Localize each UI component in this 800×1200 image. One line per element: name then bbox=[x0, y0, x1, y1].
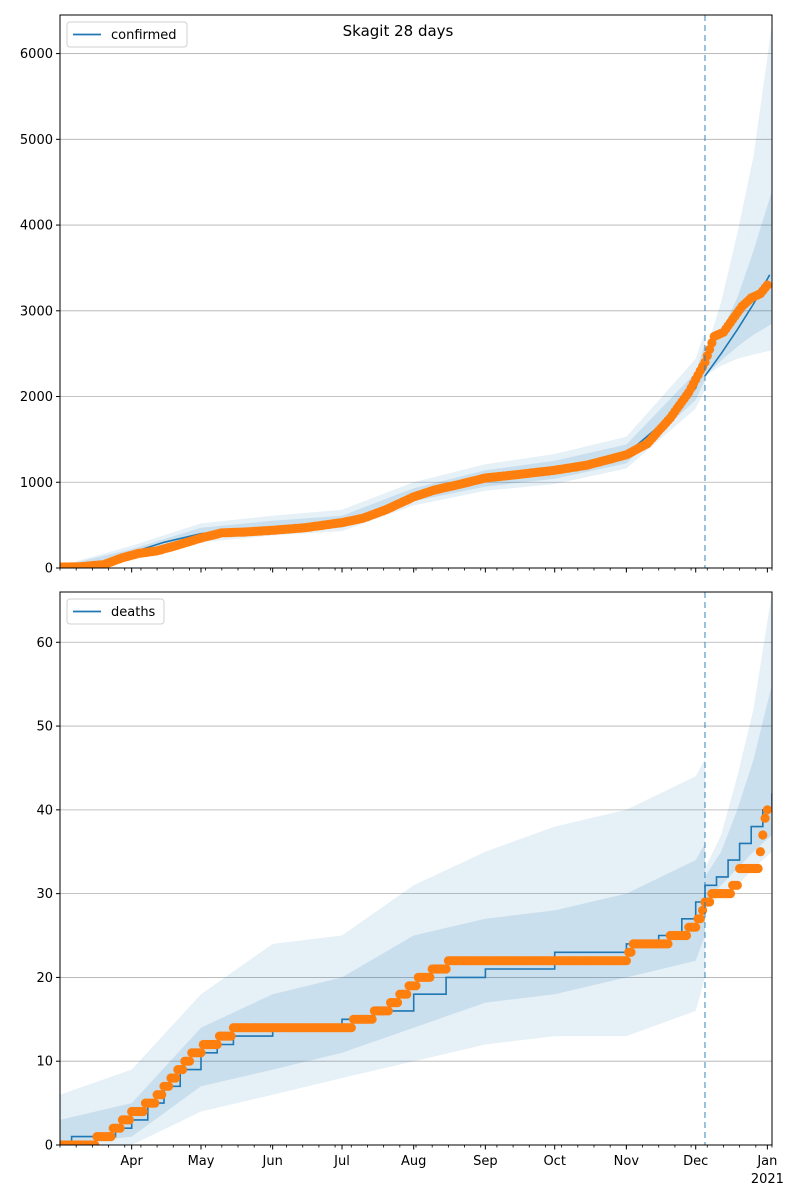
data-point bbox=[164, 1081, 174, 1091]
data-point bbox=[732, 880, 742, 890]
data-point bbox=[725, 889, 736, 899]
x-tick-label: Jan bbox=[756, 1154, 777, 1169]
x-tick-label: Aug bbox=[401, 1154, 426, 1169]
band-outer bbox=[705, 23, 772, 376]
y-tick-label: 60 bbox=[36, 636, 53, 651]
legend-label: deaths bbox=[111, 605, 156, 620]
legend-label: confirmed bbox=[111, 28, 177, 43]
data-point bbox=[392, 998, 403, 1008]
data-point bbox=[681, 930, 692, 941]
plot-area bbox=[60, 592, 772, 1145]
data-point bbox=[698, 905, 708, 916]
x-tick-label: May bbox=[188, 1154, 215, 1169]
data-point bbox=[177, 1065, 188, 1075]
chart-title: Skagit 28 days bbox=[343, 22, 454, 40]
data-point bbox=[157, 1090, 167, 1100]
y-tick-label: 0 bbox=[45, 1139, 53, 1154]
deaths-panel: 0 10 20 30 40 50 60 Apr May Jun Jul Aug Sep Oct Nov Dec… bbox=[36, 591, 784, 1187]
data-point bbox=[115, 1123, 125, 1133]
data-point bbox=[705, 897, 715, 907]
data-point bbox=[150, 1098, 160, 1108]
y-tick-label: 5000 bbox=[20, 133, 53, 148]
band-outer bbox=[60, 759, 705, 1145]
band-inner bbox=[705, 684, 772, 902]
legend-box bbox=[66, 598, 165, 625]
data-point bbox=[383, 1006, 393, 1016]
plot-area bbox=[60, 23, 772, 568]
data-point bbox=[124, 1115, 134, 1125]
data-point bbox=[106, 1132, 116, 1142]
x-tick-label: Jun bbox=[262, 1154, 283, 1169]
data-point bbox=[663, 939, 673, 949]
band-outer bbox=[60, 331, 705, 568]
data-point bbox=[226, 1031, 236, 1041]
data-point bbox=[138, 1106, 148, 1117]
y-tick-label: 30 bbox=[36, 887, 53, 902]
data-point bbox=[90, 1140, 100, 1145]
data-point bbox=[425, 972, 435, 983]
y-tick-label: 20 bbox=[36, 971, 53, 986]
x-tick-label: Apr bbox=[120, 1154, 143, 1169]
y-tick-label: 1000 bbox=[20, 476, 53, 491]
data-point bbox=[196, 1048, 206, 1058]
data-point bbox=[441, 964, 451, 974]
x-tick-year-label: 2021 bbox=[751, 1172, 784, 1187]
x-tick-label: Jul bbox=[333, 1154, 350, 1169]
data-point bbox=[626, 947, 636, 957]
legend: confirmed bbox=[66, 21, 188, 48]
series-line-deaths bbox=[60, 793, 772, 1145]
legend: deaths bbox=[66, 598, 165, 625]
data-point bbox=[695, 914, 705, 924]
band-outer bbox=[705, 592, 772, 911]
x-tick-label: Sep bbox=[473, 1154, 498, 1169]
y-tick-label: 2000 bbox=[20, 390, 53, 405]
data-point bbox=[762, 805, 772, 815]
band-inner bbox=[60, 843, 705, 1145]
data-point bbox=[758, 830, 768, 840]
y-tick-label: 4000 bbox=[20, 219, 53, 234]
data-point bbox=[367, 1014, 377, 1024]
x-tick-label: Dec bbox=[683, 1154, 708, 1169]
data-point bbox=[753, 863, 763, 874]
y-tick-label: 10 bbox=[36, 1055, 53, 1070]
data-point bbox=[402, 989, 412, 999]
data-point bbox=[760, 813, 770, 823]
data-point bbox=[184, 1056, 195, 1066]
legend-box bbox=[66, 21, 188, 48]
band-inner bbox=[705, 190, 772, 376]
data-point bbox=[621, 956, 632, 966]
y-tick-label: 3000 bbox=[20, 304, 53, 319]
data-point bbox=[691, 922, 701, 932]
confirmed-panel: 0 1000 2000 3000 4000 5000 6000 Skagit 28 days c… bbox=[20, 14, 773, 577]
data-point bbox=[346, 1023, 356, 1033]
data-point bbox=[171, 1073, 181, 1083]
x-tick-label: Nov bbox=[614, 1154, 640, 1169]
data-point bbox=[411, 981, 421, 991]
data-point bbox=[755, 847, 766, 857]
x-tick-label: Oct bbox=[543, 1154, 565, 1169]
y-tick-label: 6000 bbox=[20, 47, 53, 62]
data-point bbox=[212, 1039, 222, 1050]
y-tick-label: 50 bbox=[36, 720, 53, 735]
data-point bbox=[762, 280, 772, 290]
y-tick-label: 40 bbox=[36, 803, 53, 818]
y-tick-label: 0 bbox=[45, 562, 53, 577]
